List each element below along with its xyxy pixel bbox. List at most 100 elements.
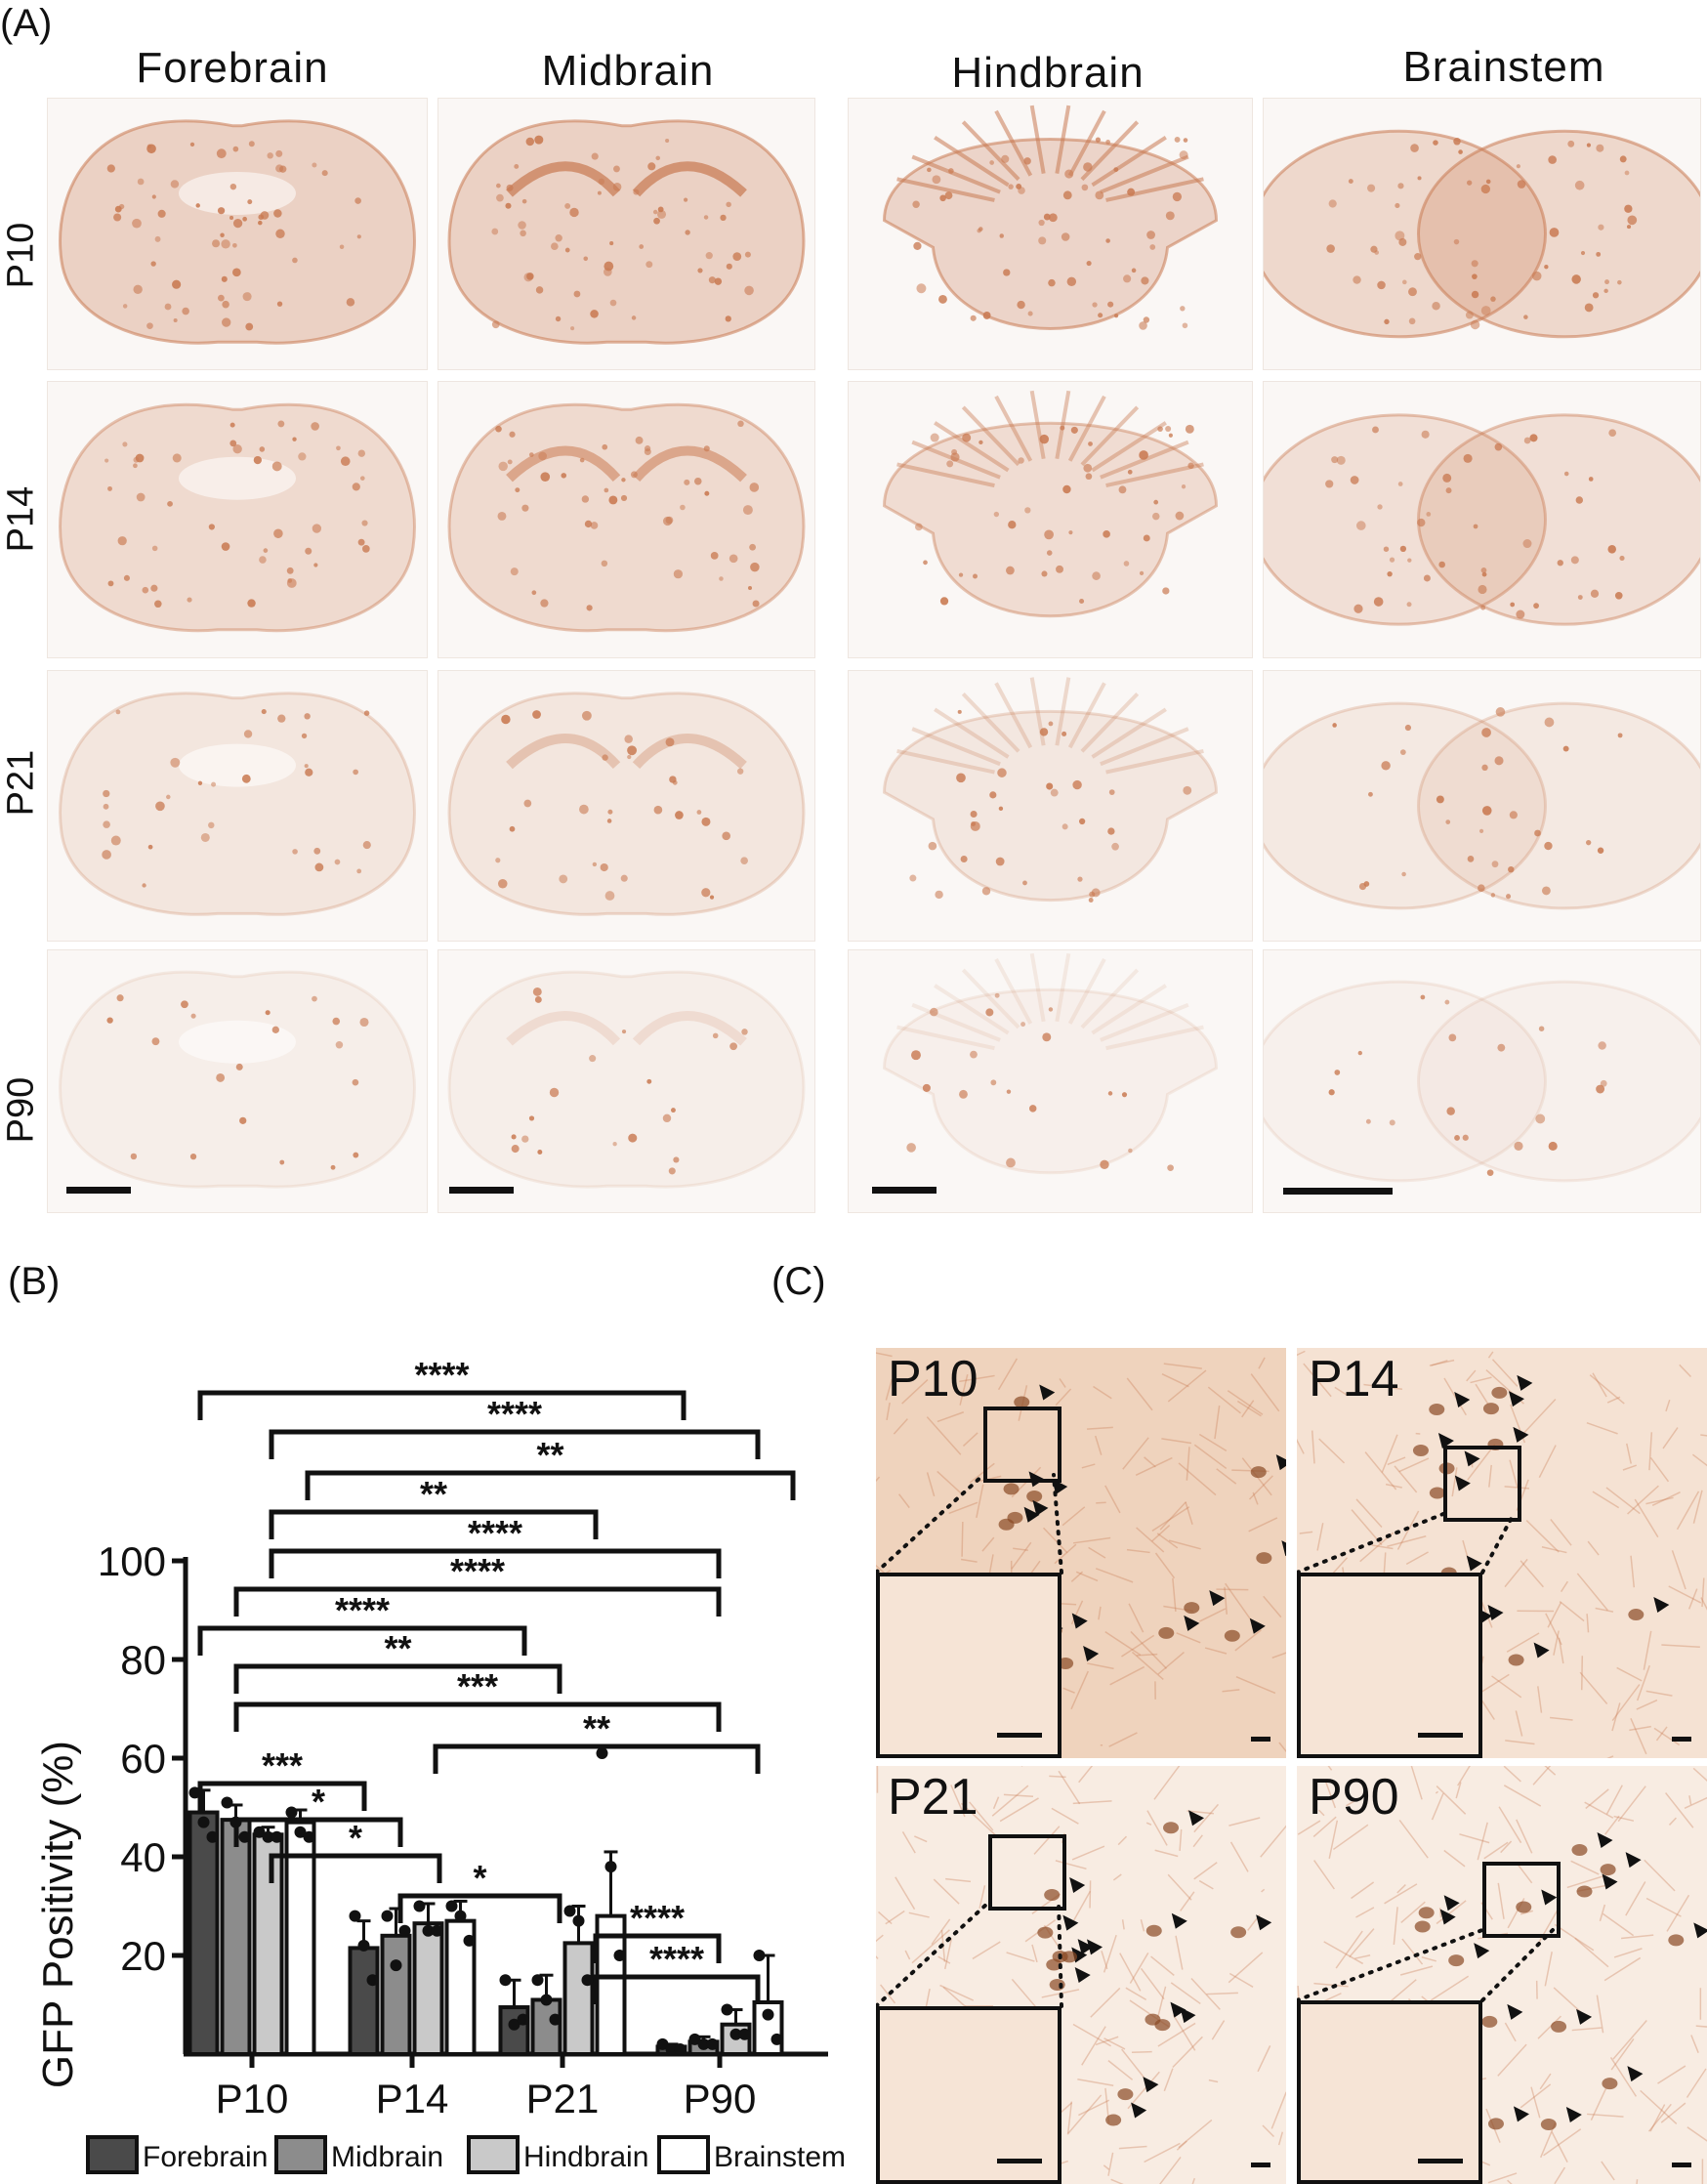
svg-text:**: ** bbox=[583, 1708, 610, 1748]
arrowhead-icon bbox=[1275, 1454, 1286, 1471]
svg-text:*: * bbox=[349, 1818, 362, 1858]
svg-text:**: ** bbox=[536, 1435, 563, 1475]
bar-midbrain-p21 bbox=[530, 1973, 562, 2057]
significance-bracket: **** bbox=[269, 1394, 761, 1459]
data-point bbox=[303, 1830, 315, 1843]
svg-text:****: **** bbox=[630, 1898, 685, 1938]
arrowhead-icon bbox=[1517, 1374, 1533, 1391]
svg-text:P14: P14 bbox=[376, 2076, 449, 2121]
significance-bracket: * bbox=[397, 1858, 562, 1923]
data-point bbox=[454, 1910, 467, 1922]
bar-hindbrain-p21 bbox=[562, 1905, 595, 2056]
data-point bbox=[463, 1934, 476, 1947]
svg-text:****: **** bbox=[335, 1590, 390, 1630]
section-p14-hindbrain bbox=[848, 381, 1253, 658]
svg-text:***: *** bbox=[262, 1745, 303, 1785]
svg-text:*: * bbox=[473, 1858, 486, 1898]
scale-bar-forebrain bbox=[66, 1187, 131, 1194]
row-label-p90: P90 bbox=[0, 1076, 42, 1144]
scale-bar-brainstem bbox=[1283, 1188, 1393, 1195]
arrowhead-icon bbox=[1602, 1873, 1618, 1890]
svg-text:P90: P90 bbox=[684, 2076, 757, 2121]
svg-text:***: *** bbox=[457, 1666, 498, 1706]
panel-b-label: (B) bbox=[8, 1260, 61, 1303]
zoom-inset bbox=[1297, 2000, 1482, 2184]
x-tick-p14: P14 bbox=[376, 2054, 449, 2121]
data-point bbox=[445, 1900, 458, 1912]
zoom-inset bbox=[876, 2006, 1062, 2184]
micrograph-label: P21 bbox=[888, 1769, 978, 1826]
arrowhead-icon bbox=[1625, 1852, 1642, 1869]
significance-bracket: **** bbox=[593, 1939, 761, 2004]
svg-text:****: **** bbox=[649, 1939, 704, 1979]
data-point bbox=[499, 1974, 512, 1987]
section-p10-forebrain bbox=[47, 98, 428, 370]
bar-forebrain-p10 bbox=[187, 1786, 220, 2056]
legend-item-brainstem: Brainstem bbox=[657, 2135, 846, 2174]
data-point bbox=[253, 1826, 266, 1838]
arrowhead-icon bbox=[1466, 1555, 1482, 1572]
svg-text:*: * bbox=[312, 1782, 325, 1822]
significance-bracket: * bbox=[269, 1818, 442, 1883]
micrograph-p14: P14 bbox=[1297, 1348, 1707, 1758]
arrowhead-icon bbox=[1143, 2077, 1159, 2093]
data-point bbox=[540, 1994, 553, 2006]
y-axis-label: GFP Positivity (%) bbox=[34, 1741, 82, 2088]
legend-item-hindbrain: Hindbrain bbox=[467, 2135, 648, 2174]
arrowhead-icon bbox=[1513, 1426, 1529, 1443]
arrowhead-icon bbox=[1087, 1939, 1103, 1955]
significance-bracket: **** bbox=[233, 1551, 722, 1617]
data-point bbox=[656, 2037, 669, 2050]
scale-bar-hindbrain bbox=[872, 1187, 937, 1194]
zoom-region-box bbox=[1482, 1862, 1561, 1938]
arrowhead-icon bbox=[1083, 1646, 1100, 1662]
bars bbox=[187, 1746, 784, 2057]
data-point bbox=[706, 2037, 719, 2050]
svg-text:100: 100 bbox=[98, 1538, 166, 1584]
bar-brainstem-p14 bbox=[444, 1899, 477, 2057]
arrowhead-icon bbox=[1439, 1909, 1456, 1925]
panel-a-label: (A) bbox=[0, 2, 53, 45]
arrowhead-icon bbox=[1074, 1967, 1091, 1984]
svg-text:Brainstem: Brainstem bbox=[714, 2141, 846, 2173]
arrowhead-icon bbox=[1170, 2001, 1187, 2018]
svg-text:**: ** bbox=[420, 1474, 447, 1514]
bar-brainstem-p10 bbox=[284, 1806, 316, 2056]
data-point bbox=[665, 2042, 678, 2055]
zoom-inset bbox=[1297, 1573, 1482, 1758]
micrograph-label: P90 bbox=[1309, 1769, 1399, 1826]
zoom-region-box bbox=[983, 1407, 1062, 1483]
svg-text:60: 60 bbox=[120, 1736, 166, 1782]
section-p10-brainstem bbox=[1263, 98, 1701, 370]
scale-bar bbox=[1672, 1737, 1691, 1742]
svg-text:80: 80 bbox=[120, 1637, 166, 1683]
arrowhead-icon bbox=[1597, 1831, 1613, 1848]
data-point bbox=[357, 1939, 370, 1952]
section-p10-midbrain bbox=[437, 98, 815, 370]
svg-text:40: 40 bbox=[120, 1834, 166, 1880]
data-point bbox=[271, 1830, 283, 1843]
data-point bbox=[398, 1924, 411, 1937]
data-point bbox=[508, 2018, 520, 2031]
micrograph-label: P14 bbox=[1309, 1351, 1399, 1407]
svg-text:Hindbrain: Hindbrain bbox=[523, 2141, 648, 2173]
data-point bbox=[581, 1974, 594, 1987]
arrowhead-icon bbox=[1487, 1604, 1504, 1620]
arrowhead-icon bbox=[1693, 1922, 1707, 1939]
data-point bbox=[262, 1830, 274, 1843]
significance-bracket: * bbox=[233, 1782, 403, 1847]
data-point bbox=[674, 2042, 687, 2055]
data-point bbox=[366, 1974, 379, 1987]
arrowhead-icon bbox=[1533, 1642, 1550, 1659]
bar-hindbrain-p90 bbox=[720, 2003, 752, 2057]
arrowhead-icon bbox=[1443, 1895, 1460, 1911]
inset-scale-bar bbox=[1418, 1733, 1463, 1738]
micrograph-p21: P21 bbox=[876, 1766, 1286, 2184]
section-p21-hindbrain bbox=[848, 670, 1253, 942]
y-tick-40: 40 bbox=[120, 1834, 186, 1880]
zoom-inset bbox=[876, 1573, 1062, 1758]
arrowhead-icon bbox=[1131, 2102, 1147, 2119]
data-point bbox=[390, 1959, 402, 1972]
micrograph-p90: P90 bbox=[1297, 1766, 1707, 2184]
section-p90-forebrain bbox=[47, 949, 428, 1213]
